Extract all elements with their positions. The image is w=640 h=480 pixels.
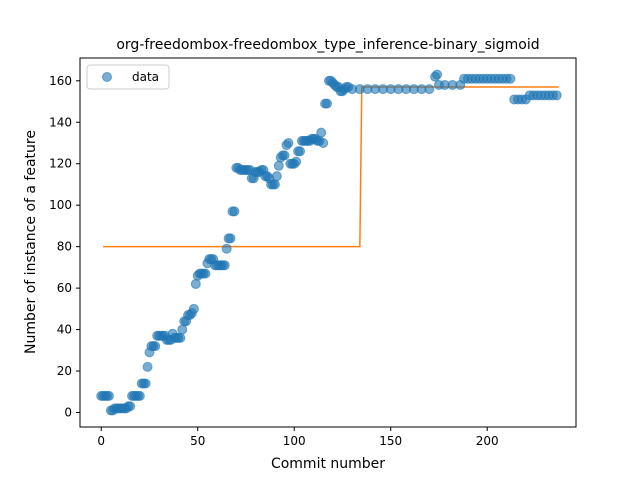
x-tick-label: 0 (97, 434, 105, 448)
data-point (188, 303, 199, 314)
data-point (221, 243, 232, 254)
chart-title: org-freedombox-freedombox_type_inference… (116, 37, 539, 53)
y-tick-label: 60 (57, 281, 72, 295)
data-point (177, 324, 188, 335)
data-point (190, 278, 201, 289)
y-tick-label: 100 (49, 198, 72, 212)
y-tick-label: 160 (49, 74, 72, 88)
data-point (140, 378, 151, 389)
y-axis-ticks: 0 20 40 60 80 100 120 140 160 (49, 74, 80, 419)
data-point (432, 69, 443, 80)
data-point (424, 84, 435, 95)
plot-area (80, 58, 576, 427)
data-point (551, 90, 562, 101)
legend-marker-data (102, 72, 112, 82)
data-points-layer (96, 69, 562, 416)
data-point (142, 361, 153, 372)
legend: data (86, 64, 170, 90)
data-point (279, 150, 290, 161)
data-point (283, 137, 294, 148)
data-point (175, 332, 186, 343)
legend-box (86, 64, 170, 90)
data-point (271, 171, 282, 182)
plot-frame (79, 57, 577, 428)
data-point (103, 390, 114, 401)
y-tick-label: 140 (49, 115, 72, 129)
x-tick-label: 200 (476, 434, 499, 448)
y-axis-label: Number of instance of a feature (23, 130, 39, 354)
x-axis-label: Commit number (271, 456, 385, 472)
y-tick-label: 120 (49, 157, 72, 171)
x-tick-label: 100 (283, 434, 306, 448)
y-tick-label: 20 (57, 364, 72, 378)
data-point (225, 233, 236, 244)
data-point (229, 206, 240, 217)
data-point (200, 268, 211, 279)
data-point (273, 160, 284, 171)
data-point (125, 401, 136, 412)
x-tick-label: 50 (190, 434, 205, 448)
data-point (322, 98, 333, 109)
legend-label-data: data (132, 70, 159, 84)
data-point (291, 156, 302, 167)
y-tick-label: 40 (57, 323, 72, 337)
x-tick-label: 150 (379, 434, 402, 448)
data-point (269, 179, 280, 190)
x-axis-ticks: 0 50 100 150 200 (97, 427, 499, 448)
data-point (219, 260, 230, 271)
data-point (505, 73, 516, 84)
data-point (134, 390, 145, 401)
data-point (295, 146, 306, 157)
y-tick-label: 0 (64, 405, 72, 419)
data-point (316, 127, 327, 138)
data-point (150, 341, 161, 352)
data-point (318, 137, 329, 148)
y-tick-label: 80 (57, 240, 72, 254)
